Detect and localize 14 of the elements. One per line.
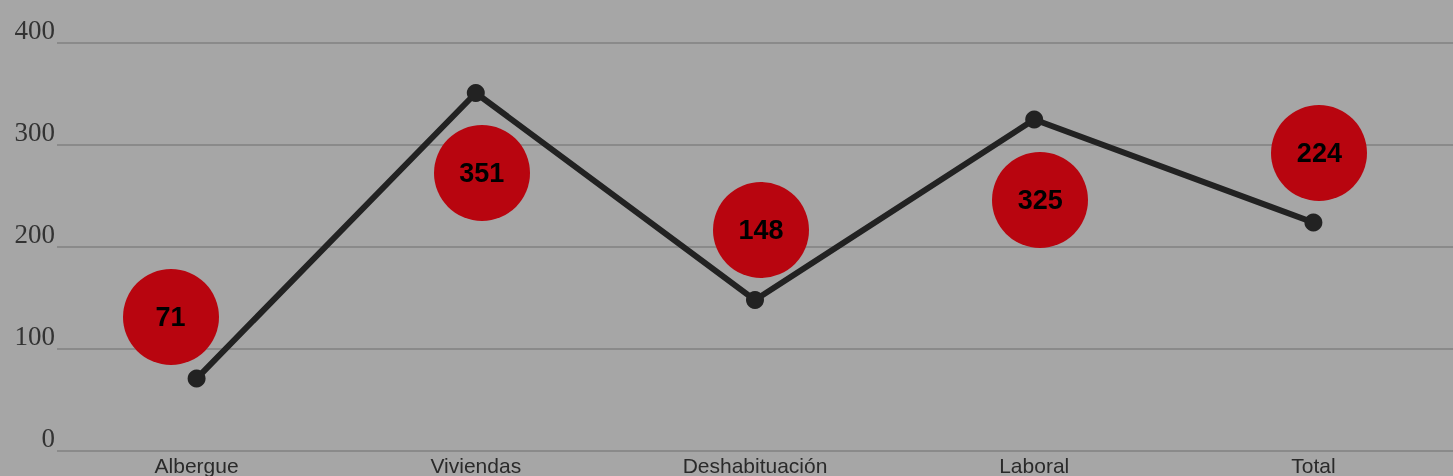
data-label: 351 xyxy=(458,157,506,188)
data-label: 325 xyxy=(1016,184,1064,215)
data-label: 71 xyxy=(154,301,187,332)
x-tick-label: Total xyxy=(1291,454,1336,476)
y-tick-label: 100 xyxy=(14,320,55,351)
data-label: 148 xyxy=(737,215,785,246)
y-tick-label: 300 xyxy=(14,116,55,147)
x-tick-label: Laboral xyxy=(999,454,1070,476)
y-tick-label: 200 xyxy=(14,218,55,249)
x-tick-label: Viviendas xyxy=(430,454,522,476)
x-tick-label: Deshabituación xyxy=(682,454,828,476)
y-tick-label: 0 xyxy=(41,422,55,453)
y-tick-label: 400 xyxy=(14,14,55,45)
data-label: 224 xyxy=(1295,137,1343,168)
